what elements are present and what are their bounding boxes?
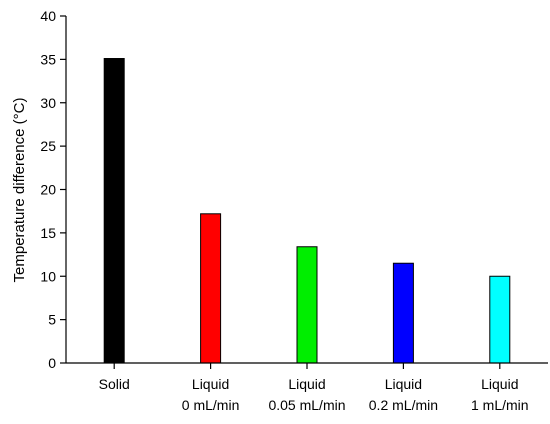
bar-5 (489, 275, 511, 364)
y-tick-label: 0 (48, 355, 56, 371)
x-tick-label: Liquid (385, 376, 422, 392)
y-tick-label: 5 (48, 312, 56, 328)
bars-group (103, 58, 511, 364)
x-tick-label: 0.05 mL/min (268, 397, 345, 413)
bar-2 (200, 213, 222, 364)
y-tick-label: 25 (40, 138, 56, 154)
bar-3 (296, 246, 318, 364)
y-axis: 0 5 10 15 20 25 30 35 40 (40, 8, 67, 371)
y-tick-label: 30 (40, 95, 56, 111)
bar-1 (103, 58, 125, 364)
y-tick-label: 35 (40, 51, 56, 67)
y-tick-label: 20 (40, 182, 56, 198)
x-tick-label: Liquid (192, 376, 229, 392)
x-tick-label: 0.2 mL/min (369, 397, 438, 413)
x-tick-label: 0 mL/min (182, 397, 240, 413)
x-tick-label: Solid (99, 376, 130, 392)
y-tick-label: 10 (40, 268, 56, 284)
y-tick-label: 15 (40, 225, 56, 241)
bar-4 (392, 262, 414, 364)
y-tick-label: 40 (40, 8, 56, 24)
x-tick-label: Liquid (481, 376, 518, 392)
x-tick-label: 1 mL/min (471, 397, 529, 413)
y-axis-title: Temperature difference (°C) (11, 98, 28, 283)
x-tick-label: Liquid (288, 376, 325, 392)
x-axis: Solid Liquid 0 mL/min Liquid 0.05 mL/min Liqu… (66, 362, 548, 413)
